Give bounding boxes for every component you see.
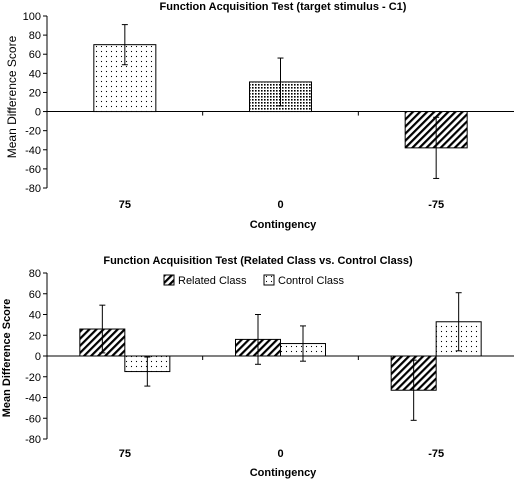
- c1-ytick-label: -60: [25, 164, 41, 176]
- c1-category-label: 75: [119, 199, 131, 211]
- c1-ytick-label: 40: [29, 68, 41, 80]
- c2-ytick-label: 0: [35, 351, 41, 363]
- chart-target-stimulus: Function Acquisition Test (target stimul…: [5, 1, 514, 231]
- legend-swatch-related: [163, 274, 175, 286]
- c1-ytick-label: 0: [35, 107, 41, 119]
- c1-category-label: -75: [428, 199, 444, 211]
- legend-label-control: Control Class: [278, 275, 345, 287]
- c1-ytick-label: -80: [25, 183, 41, 195]
- chart2-legend: Related Class Control Class: [163, 274, 345, 287]
- c1-ytick-label: 80: [29, 30, 41, 42]
- chart2-title: Function Acquisition Test (Related Class…: [103, 255, 413, 267]
- c2-ytick-label: -40: [25, 393, 41, 405]
- chart2-ylabel: Mean Difference Score: [1, 299, 13, 418]
- c1-ytick-label: 20: [29, 87, 41, 99]
- c1-ytick-label: -40: [25, 145, 41, 157]
- c2-category-label: 75: [119, 448, 131, 460]
- c2-ytick-label: 80: [29, 268, 41, 280]
- c2-ytick-label: -80: [25, 434, 41, 446]
- chart-related-vs-control: Function Acquisition Test (Related Class…: [1, 255, 514, 479]
- c1-category-label: 0: [277, 199, 283, 211]
- c1-ytick-label: 60: [29, 49, 41, 61]
- c2-category-label: -75: [428, 448, 444, 460]
- legend-label-related: Related Class: [178, 275, 247, 287]
- c2-category-label: 0: [277, 448, 283, 460]
- c2-ytick-label: 60: [29, 289, 41, 301]
- chart1-xlabel: Contingency: [250, 219, 317, 231]
- c2-ytick-label: 20: [29, 330, 41, 342]
- chart2-xlabel: Contingency: [250, 467, 317, 479]
- c2-ytick-label: 40: [29, 310, 41, 322]
- c2-ytick-label: -60: [25, 413, 41, 425]
- c2-ytick-label: -20: [25, 372, 41, 384]
- c1-ytick-label: -20: [25, 126, 41, 138]
- chart1-ylabel: Mean Difference Score: [5, 35, 19, 158]
- c1-ytick-label: 100: [23, 11, 41, 23]
- chart1-title: Function Acquisition Test (target stimul…: [160, 1, 407, 13]
- legend-swatch-control: [263, 274, 275, 286]
